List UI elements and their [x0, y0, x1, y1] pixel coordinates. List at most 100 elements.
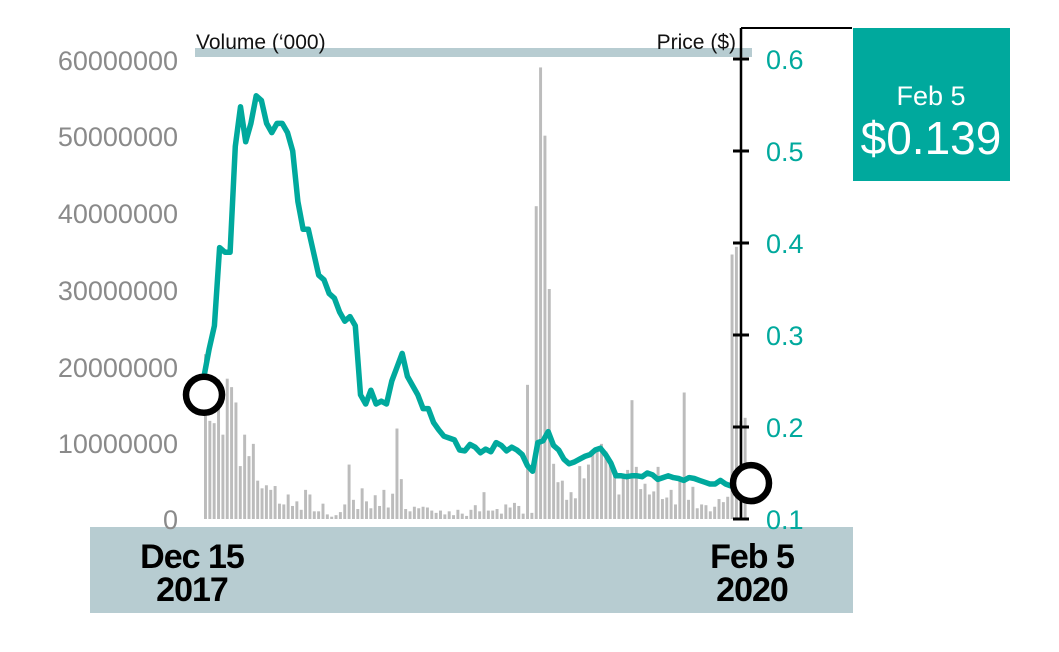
- volume-axis-ticks: 60000000 50000000 40000000 30000000 2000…: [58, 46, 178, 535]
- volume-bar: [373, 495, 377, 519]
- volume-bar: [708, 511, 712, 519]
- volume-bar: [256, 480, 260, 519]
- volume-bar: [351, 499, 355, 519]
- volume-bar: [700, 504, 704, 519]
- volume-bar: [539, 67, 543, 520]
- volume-tick-label: 50000000: [58, 122, 178, 152]
- price-tick-label: 0.5: [766, 137, 804, 167]
- start-date-label: Dec 15: [140, 538, 244, 576]
- volume-bar: [656, 466, 660, 519]
- volume-bar: [517, 505, 521, 519]
- volume-bar: [595, 447, 599, 519]
- end-year-label: 2020: [716, 571, 788, 609]
- volume-bar: [425, 507, 429, 519]
- callout-box: [853, 28, 1010, 181]
- volume-bar: [391, 493, 395, 519]
- volume-bar: [565, 499, 569, 519]
- volume-bar: [395, 428, 399, 519]
- volume-tick-label: 60000000: [58, 46, 178, 76]
- volume-bar: [552, 463, 556, 519]
- volume-bar: [208, 420, 212, 519]
- volume-bar: [304, 489, 308, 519]
- volume-bar: [634, 466, 638, 519]
- volume-bar: [378, 505, 382, 519]
- volume-bar: [365, 501, 368, 519]
- volume-bar: [569, 492, 573, 519]
- volume-bar: [212, 423, 216, 519]
- volume-bar: [591, 450, 595, 519]
- volume-bar: [404, 509, 408, 519]
- volume-bar: [630, 400, 634, 519]
- volume-bar: [234, 402, 238, 519]
- price-axis: 0.1 0.2 0.3 0.4 0.5 0.6: [733, 27, 852, 535]
- price-tick-label: 0.1: [766, 505, 804, 535]
- volume-bar: [260, 488, 264, 519]
- volume-bar: [325, 514, 329, 519]
- volume-bar: [439, 510, 442, 519]
- volume-bar: [547, 289, 551, 519]
- volume-tick-label: 0: [163, 505, 178, 535]
- volume-bar: [573, 498, 577, 519]
- volume-bar: [456, 509, 460, 519]
- start-year-label: 2017: [156, 571, 228, 609]
- volume-bar: [382, 489, 386, 519]
- volume-bar: [243, 434, 247, 519]
- volume-bar: [317, 511, 321, 519]
- price-tick-label: 0.2: [766, 413, 804, 443]
- volume-bar: [273, 486, 277, 519]
- volume-bar: [369, 508, 373, 519]
- volume-bar: [347, 464, 351, 519]
- volume-bar: [604, 451, 608, 519]
- volume-bar: [504, 504, 508, 519]
- volume-bar: [230, 387, 234, 519]
- volume-bar: [469, 509, 473, 519]
- volume-bar: [443, 514, 447, 519]
- volume-tick-label: 20000000: [58, 353, 178, 383]
- volume-bar: [726, 496, 730, 519]
- volume-bar: [691, 486, 695, 519]
- volume-bar: [295, 501, 299, 519]
- volume-bar: [447, 511, 451, 519]
- volume-bar: [499, 513, 503, 519]
- volume-bar: [421, 506, 425, 519]
- volume-bar: [282, 504, 286, 519]
- volume-bar: [543, 135, 547, 520]
- volume-bar: [217, 379, 221, 519]
- volume-bar: [408, 511, 412, 519]
- volume-bar: [647, 494, 651, 519]
- volume-axis-title: Volume (‘000): [196, 31, 326, 54]
- volume-bar: [521, 513, 525, 519]
- latest-price-callout: Feb 5 $0.139: [853, 28, 1010, 181]
- volume-bar: [652, 491, 656, 519]
- volume-bar: [412, 506, 416, 519]
- header-band: [195, 48, 752, 57]
- volume-bar: [678, 481, 682, 519]
- volume-bar: [613, 473, 617, 519]
- volume-bar: [465, 515, 469, 519]
- volume-bar: [534, 206, 538, 519]
- volume-bar: [452, 515, 456, 519]
- volume-bar: [512, 502, 516, 519]
- end-price-marker: [729, 461, 773, 505]
- price-tick-label: 0.3: [766, 321, 804, 351]
- price-axis-title: Price ($): [657, 31, 736, 54]
- volume-bar: [578, 466, 582, 519]
- volume-bar: [491, 510, 495, 519]
- volume-bar: [478, 511, 482, 519]
- volume-bar: [600, 443, 603, 519]
- volume-bar: [530, 512, 534, 519]
- volume-bar: [626, 469, 630, 519]
- volume-bar: [417, 508, 421, 519]
- volume-bar: [308, 494, 312, 519]
- volume-bar: [639, 489, 643, 519]
- callout-date: Feb 5: [896, 81, 965, 111]
- volume-bar: [608, 464, 612, 519]
- volume-bar: [586, 464, 590, 519]
- price-line: [201, 93, 739, 489]
- volume-bar: [556, 482, 560, 519]
- volume-bar: [360, 488, 364, 519]
- volume-bar: [264, 485, 268, 519]
- volume-bar: [473, 505, 477, 519]
- price-tick-label: 0.4: [766, 229, 804, 259]
